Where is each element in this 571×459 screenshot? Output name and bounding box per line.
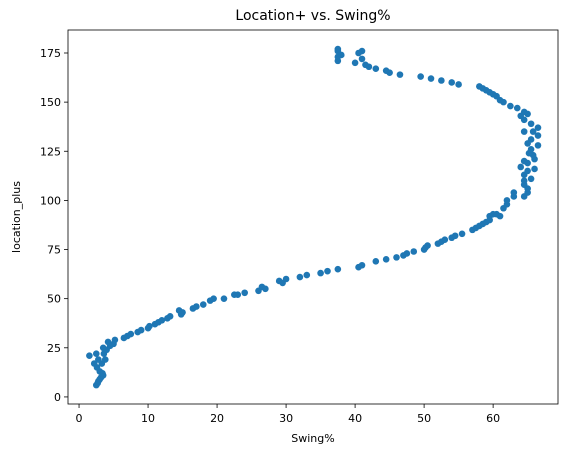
point [210, 295, 217, 302]
point [351, 59, 359, 67]
point [531, 165, 538, 173]
point [86, 352, 93, 359]
point [382, 67, 390, 74]
point [92, 350, 100, 357]
point [358, 47, 366, 55]
y-tick-label: 0 [54, 391, 61, 404]
point [358, 261, 366, 269]
point [296, 273, 304, 281]
point [372, 65, 380, 73]
point [507, 102, 514, 110]
point [127, 330, 135, 338]
point [193, 303, 200, 310]
point [510, 189, 518, 196]
point [372, 258, 380, 265]
point [324, 267, 331, 275]
point [166, 313, 174, 320]
point [199, 301, 207, 308]
point [534, 124, 542, 131]
x-tick-label: 0 [76, 412, 83, 425]
point [175, 307, 183, 314]
point [234, 291, 242, 299]
point [334, 45, 342, 53]
plot-frame [67, 29, 559, 405]
x-axis-label: Swing% [291, 432, 334, 445]
point [417, 73, 424, 80]
point [534, 142, 542, 149]
chart-title: Location+ vs. Swing% [235, 8, 390, 24]
x-tick-label: 60 [486, 412, 500, 425]
point [382, 256, 390, 263]
point [104, 338, 112, 346]
point [396, 71, 404, 78]
x-tick-label: 10 [141, 412, 155, 425]
x-tick-label: 50 [417, 412, 431, 425]
point [393, 254, 400, 261]
point [520, 177, 528, 185]
point [424, 242, 431, 249]
point [451, 232, 459, 240]
point [496, 212, 504, 220]
point [476, 83, 483, 90]
point [362, 61, 369, 69]
point [529, 128, 537, 135]
y-tick-label: 175 [40, 47, 61, 60]
point [410, 248, 418, 255]
point [111, 336, 119, 344]
point [441, 236, 449, 243]
point [282, 275, 290, 283]
point [262, 285, 269, 293]
point [527, 136, 535, 143]
point [158, 316, 166, 324]
point [513, 104, 521, 112]
y-tick-label: 50 [47, 293, 61, 306]
point [527, 120, 535, 128]
point [137, 326, 145, 334]
point [427, 75, 435, 82]
point [520, 157, 528, 165]
point [458, 230, 466, 238]
x-tick-label: 20 [210, 412, 224, 425]
point [524, 167, 531, 175]
point [503, 197, 511, 204]
y-tick-label: 100 [40, 194, 61, 207]
y-axis-label: location_plus [10, 181, 23, 253]
point [527, 175, 535, 183]
point [241, 289, 248, 297]
y-tick-label: 125 [40, 145, 61, 158]
point [448, 79, 456, 86]
point [358, 55, 366, 63]
point [403, 250, 411, 257]
y-tick-label: 150 [40, 96, 61, 109]
point [520, 128, 528, 135]
point [455, 81, 462, 88]
point [334, 265, 342, 273]
point [517, 163, 525, 171]
point [101, 356, 109, 363]
y-tick-label: 75 [47, 244, 61, 257]
point [534, 132, 542, 139]
point [438, 77, 445, 84]
point [527, 145, 535, 153]
x-tick-label: 40 [348, 412, 362, 425]
point [317, 269, 324, 277]
point [99, 344, 107, 352]
point [520, 108, 528, 116]
point [90, 360, 98, 367]
point [303, 271, 311, 279]
y-tick-label: 25 [47, 342, 61, 355]
point [220, 295, 228, 302]
point [95, 356, 102, 363]
point [146, 322, 153, 330]
x-tick-label: 30 [279, 412, 293, 425]
